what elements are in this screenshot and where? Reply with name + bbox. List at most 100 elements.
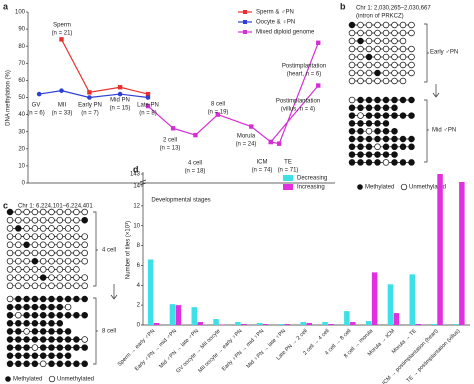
cpg-site	[357, 127, 364, 135]
cpg-site	[408, 69, 415, 77]
bar	[278, 324, 285, 325]
cpg-site	[39, 241, 47, 249]
cpg-site	[374, 77, 381, 85]
cpg-site	[39, 216, 47, 224]
cpg-site	[357, 21, 364, 29]
group-label: Early ♂PN	[430, 50, 458, 56]
cpg-site	[348, 112, 356, 119]
cpg-site	[23, 320, 30, 327]
cpg-site	[399, 53, 407, 61]
cpg-site	[81, 233, 88, 240]
cpg-site	[48, 233, 55, 240]
point-label: (heart, n = 6)	[287, 72, 322, 78]
legend-marker	[243, 30, 247, 34]
x-tick-label: Sperm → early ♂PN	[117, 328, 157, 368]
point-label: (n = 19)	[208, 110, 229, 116]
point-label: ICM	[257, 160, 268, 166]
cpg-site	[365, 53, 373, 61]
arrow	[110, 284, 118, 300]
cpg-site	[15, 274, 22, 281]
cpg-site	[81, 336, 88, 343]
x-tick-label: Mid ♂PN → late ♂PN	[158, 328, 200, 370]
cpg-site	[23, 216, 30, 224]
point	[249, 124, 254, 129]
y-tick-label: 143	[130, 172, 141, 178]
bar	[431, 324, 437, 325]
cpg-site	[56, 336, 64, 343]
cpg-site	[382, 143, 390, 151]
bracket	[424, 23, 429, 83]
cpg-site	[15, 241, 22, 249]
cpg-site	[31, 336, 39, 343]
cpg-site	[31, 216, 39, 224]
cpg-site	[73, 225, 80, 232]
cpg-site	[81, 282, 88, 290]
y-tick-label: 0	[22, 181, 26, 187]
cpg-site	[39, 257, 47, 265]
cpg-site	[56, 233, 64, 240]
cpg-site	[408, 29, 415, 37]
cpg-site	[48, 311, 55, 319]
cpg-site	[382, 21, 390, 29]
cpg-site	[23, 352, 30, 359]
bar	[306, 323, 312, 325]
bar	[415, 324, 421, 325]
point	[316, 83, 321, 88]
cpg-site	[357, 120, 364, 127]
cpg-site	[348, 151, 356, 158]
cpg-site	[391, 77, 398, 85]
point-label: Morula	[237, 134, 256, 140]
cpg-site	[348, 104, 356, 112]
legend-text: Mixed diploid genome	[256, 30, 315, 36]
cpg-site	[382, 104, 390, 112]
legend-text: Methylated	[13, 377, 42, 383]
cpg-site	[73, 208, 80, 216]
cpg-site	[73, 360, 80, 368]
point-label: (n = 8)	[139, 111, 157, 117]
cpg-site	[48, 225, 55, 232]
y-tick-label: 0	[137, 323, 141, 329]
point-label: (n = 18)	[185, 169, 206, 175]
x-axis-label: Developmental stages	[151, 198, 210, 204]
cpg-site	[408, 159, 415, 166]
cpg-site	[374, 45, 381, 53]
cpg-site	[56, 249, 64, 257]
cpg-site	[31, 233, 39, 240]
cpg-site	[64, 328, 72, 335]
cpg-site	[81, 295, 88, 303]
cpg-site	[48, 336, 55, 343]
cpg-site	[39, 328, 47, 335]
y-tick-label: 80	[18, 44, 25, 50]
cpg-site	[348, 135, 356, 143]
cpg-site	[48, 282, 55, 290]
point-label: GV	[32, 103, 41, 109]
cpg-site	[15, 344, 22, 351]
cpg-site	[31, 360, 39, 368]
cpg-site	[348, 53, 356, 61]
cpg-site	[73, 266, 80, 273]
cpg-site	[365, 61, 373, 69]
point	[268, 139, 274, 145]
axis	[142, 172, 470, 326]
cpg-site	[23, 360, 30, 368]
legend-marker	[243, 20, 247, 24]
bar	[262, 324, 269, 325]
cpg-site	[6, 295, 14, 303]
cpg-site	[56, 360, 64, 368]
cpg-site	[81, 241, 88, 249]
cpg-site	[357, 135, 364, 143]
cpg-site	[15, 295, 22, 303]
panel-letter: c	[3, 200, 8, 210]
bar	[371, 272, 378, 325]
bar	[322, 322, 328, 325]
point-label: Mid PN	[110, 98, 130, 104]
cpg-site	[365, 37, 373, 45]
cpg-site	[31, 225, 39, 232]
cpg-site	[39, 320, 47, 327]
y-tick-label: 50	[18, 95, 25, 101]
y-tick-label: 60	[18, 78, 25, 84]
y-axis-label: Number of tiles (×10³)	[126, 221, 132, 279]
cpg-site	[48, 266, 55, 273]
cpg-site	[357, 69, 364, 77]
cpg-site	[23, 274, 30, 281]
